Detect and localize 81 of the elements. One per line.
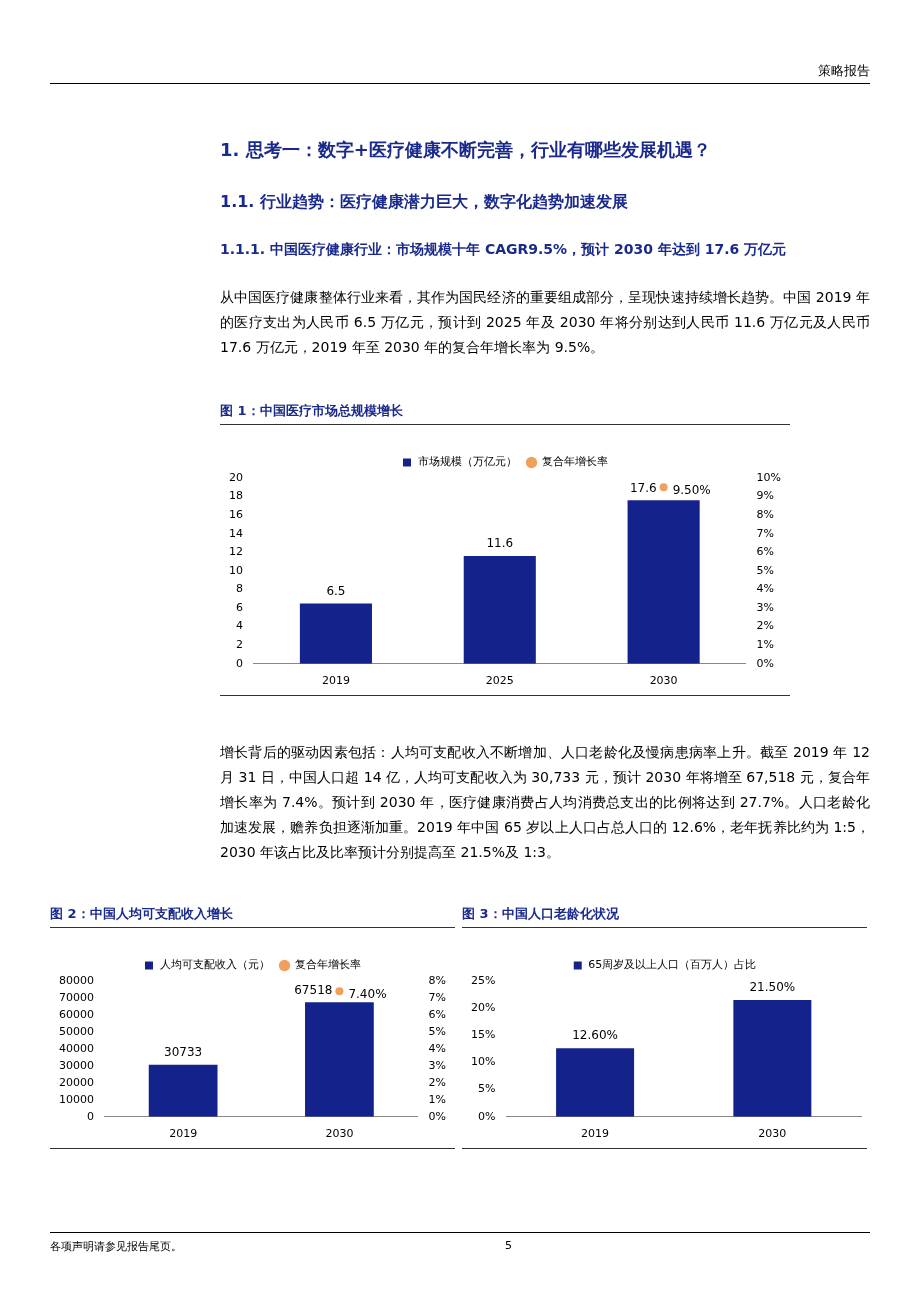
y2-tick-label: 1%: [756, 638, 774, 652]
y2-tick-label: 8%: [756, 508, 774, 522]
y-tick-label: 20: [229, 470, 243, 484]
x-tick-label: 2030: [758, 1127, 787, 1141]
text: 从中国医疗健康整体行业来看，其作为国民经济的重要组成部分，呈现快速持续增长趋势。中国 2019 年的医疗支出为人民币 6.5 万亿元，预计到 2025 年及 2030 年将分别达到人民币 11.6 万亿元及人民币 17.6 万亿元，2019 年至 2030 年的复合年增长率为 9.5%。: [220, 288, 870, 357]
y2-tick-label: 6%: [756, 545, 774, 559]
y-tick-label: 0: [236, 656, 243, 670]
y2-tick-label: 0%: [756, 656, 774, 670]
y-tick-label: 40000: [58, 1041, 94, 1055]
data-label: 7.40%: [348, 987, 387, 1002]
x-tick-label: 2019: [321, 674, 350, 688]
legend-label: 人均可支配收入（元）: [159, 958, 270, 972]
data-label: 21.50%: [749, 980, 796, 995]
bar: [463, 556, 536, 664]
y-tick-label: 20%: [471, 1001, 496, 1015]
y-tick-label: 2: [236, 638, 243, 652]
y-tick-label: 30000: [58, 1058, 94, 1072]
y2-tick-label: 9%: [756, 489, 774, 503]
legend-label: 复合年增长率: [542, 455, 608, 469]
text: 策略报告: [50, 62, 870, 84]
data-label: 6.5: [326, 583, 346, 598]
y-tick-label: 14: [229, 526, 243, 540]
chart-title: 图 3：中国人口老龄化状况: [462, 905, 867, 928]
y2-tick-label: 6%: [428, 1007, 446, 1021]
chart-title: 图 2：中国人均可支配收入增长: [50, 905, 455, 928]
y2-tick-label: 7%: [428, 990, 446, 1004]
x-tick-label: 2025: [485, 674, 514, 688]
y-tick-label: 0%: [478, 1109, 496, 1123]
y2-tick-label: 4%: [428, 1041, 446, 1055]
y-tick-label: 10000: [58, 1092, 94, 1106]
y-tick-label: 50000: [58, 1024, 94, 1038]
y-tick-label: 18: [229, 489, 243, 503]
data-label: 17.6: [629, 481, 657, 496]
y-tick-label: 70000: [58, 990, 94, 1004]
y-tick-label: 8: [236, 582, 243, 596]
legend-label: 市场规模（万亿元）: [417, 455, 517, 469]
y2-tick-label: 10%: [756, 470, 781, 484]
y2-tick-label: 4%: [756, 582, 774, 596]
y-tick-label: 12: [229, 545, 243, 559]
text: 5: [505, 1239, 512, 1252]
data-label: 67518: [294, 983, 333, 998]
x-tick-label: 2019: [169, 1127, 198, 1141]
y-tick-label: 4: [236, 619, 243, 633]
y2-tick-label: 0%: [428, 1109, 446, 1123]
y-tick-label: 10%: [471, 1055, 496, 1069]
x-tick-label: 2019: [581, 1127, 610, 1141]
y-tick-label: 16: [229, 508, 243, 522]
y2-tick-label: 8%: [428, 973, 446, 987]
y-tick-label: 20000: [58, 1075, 94, 1089]
bar: [627, 500, 700, 664]
text: 1.1. 行业趋势：医疗健康潜力巨大，数字化趋势加速发展: [220, 192, 628, 213]
text: 各项声明请参见报告尾页。: [50, 1240, 182, 1253]
y-tick-label: 10: [229, 563, 243, 577]
y2-tick-label: 5%: [756, 563, 774, 577]
y2-tick-label: 7%: [756, 526, 774, 540]
y-tick-label: 25%: [471, 973, 496, 987]
y2-tick-label: 3%: [756, 600, 774, 614]
data-label: 9.50%: [672, 483, 711, 498]
y2-tick-label: 3%: [428, 1058, 446, 1072]
y-tick-label: 5%: [478, 1082, 496, 1096]
y2-tick-label: 2%: [428, 1075, 446, 1089]
bar: [299, 603, 372, 664]
legend-label: 复合年增长率: [295, 958, 361, 972]
x-tick-label: 2030: [649, 674, 678, 688]
y2-tick-label: 5%: [428, 1024, 446, 1038]
text: 1.1.1. 中国医疗健康行业：市场规模十年 CAGR9.5%，预计 2030 年达到 17.6 万亿元: [220, 241, 787, 259]
text: 1. 思考一：数字+医疗健康不断完善，行业有哪些发展机遇？: [220, 138, 711, 162]
text: 增长背后的驱动因素包括：人均可支配收入不断增加、人口老龄化及慢病患病率上升。截至 2019 年 12 月 31 日，中国人口超 14 亿，人均可支配收入为 30,733 元，预计 2030 年将增至 67,518 元，复合年增长率为 7.4%。预计到 2030 年，医疗健康消费占人均消费总支出的比例将达到 27.7%。人口老龄化加速发展，赡养负担逐渐加重。2019 年中国 65 岁以上人口占总人口的 12.6%，老年抚养比约为 1:5，2030 年该占比及比率预计分别提高至 21.5%及 1:3。: [220, 743, 870, 862]
y-tick-label: 80000: [58, 973, 94, 987]
chart-title: 图 1：中国医疗市场总规模增长: [220, 402, 790, 425]
y-tick-label: 0: [86, 1109, 94, 1123]
x-tick-label: 2030: [325, 1127, 354, 1141]
y2-tick-label: 1%: [428, 1092, 446, 1106]
y-tick-label: 15%: [471, 1028, 496, 1042]
legend-label: 65周岁及以上人口（百万人）占比: [588, 958, 757, 972]
y2-tick-label: 2%: [756, 619, 774, 633]
y-tick-label: 60000: [58, 1007, 94, 1021]
y-tick-label: 6: [236, 600, 243, 614]
data-label: 30733: [164, 1044, 203, 1059]
data-label: 11.6: [486, 536, 514, 551]
data-label: 12.60%: [572, 1028, 618, 1043]
